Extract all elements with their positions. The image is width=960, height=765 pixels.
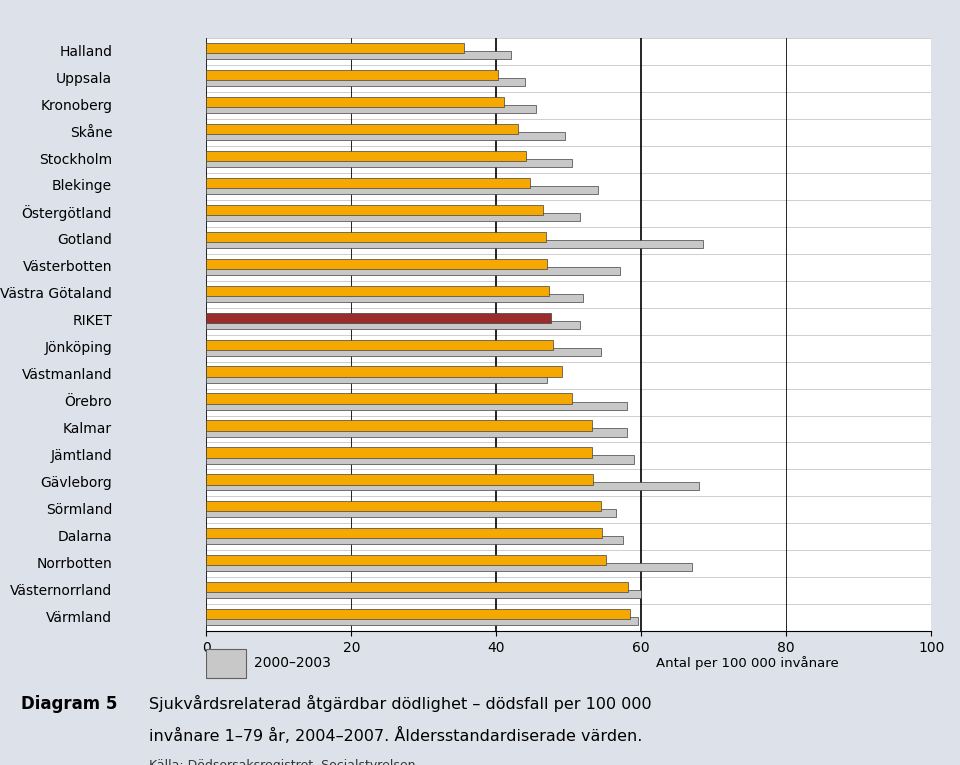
Bar (206, 582, 628, 592)
Bar (206, 347, 601, 356)
Bar (206, 294, 584, 302)
Bar (206, 240, 703, 248)
Text: Gävleborg: Gävleborg (40, 476, 112, 490)
Bar (206, 105, 537, 113)
Bar (206, 649, 247, 679)
Text: invånare 1–79 år, 2004–2007. Åldersstandardiserade värden.: invånare 1–79 år, 2004–2007. Åldersstand… (149, 727, 642, 744)
Bar (206, 78, 525, 86)
Text: RIKET: RIKET (72, 314, 112, 328)
Text: Jönköping: Jönköping (44, 341, 112, 355)
Text: Värmland: Värmland (46, 610, 112, 625)
Text: Dalarna: Dalarna (58, 530, 112, 544)
Text: Västernorrland: Västernorrland (10, 584, 112, 597)
Bar (206, 340, 553, 350)
Bar (206, 536, 623, 545)
Text: Kronoberg: Kronoberg (40, 99, 112, 112)
Text: Örebro: Örebro (64, 395, 112, 409)
Bar (206, 402, 627, 409)
Text: Blekinge: Blekinge (52, 180, 112, 194)
Bar (206, 259, 547, 269)
Bar (206, 213, 580, 221)
Bar (206, 421, 592, 431)
Bar (206, 555, 606, 565)
Bar (206, 617, 637, 625)
Bar (206, 590, 641, 598)
Text: Skåne: Skåne (70, 125, 112, 139)
Bar (206, 609, 630, 620)
Text: Källa: Dödsorsaksregistret, Socialstyrelsen: Källa: Dödsorsaksregistret, Socialstyrel… (149, 759, 416, 765)
Bar (206, 501, 601, 512)
Text: Sörmland: Sörmland (46, 503, 112, 517)
Bar (206, 267, 619, 275)
Bar (206, 124, 518, 134)
Text: Östergötland: Östergötland (22, 206, 112, 221)
Text: Gotland: Gotland (58, 233, 112, 247)
Bar (206, 132, 565, 140)
Bar (206, 232, 545, 242)
Text: Västmanland: Västmanland (21, 368, 112, 382)
Text: Stockholm: Stockholm (39, 152, 112, 167)
Bar (206, 375, 547, 382)
Text: Halland: Halland (60, 44, 112, 59)
Bar (206, 321, 580, 329)
Bar (206, 151, 526, 161)
Bar (206, 186, 598, 194)
Bar (206, 97, 504, 107)
Bar (206, 285, 549, 296)
Text: Diagram 5: Diagram 5 (21, 695, 117, 713)
Bar (206, 448, 592, 457)
Text: 2000–2003: 2000–2003 (253, 656, 330, 670)
Bar (206, 474, 593, 484)
Text: Kalmar: Kalmar (63, 422, 112, 436)
Bar (206, 205, 543, 215)
Bar (206, 455, 634, 464)
Bar (206, 428, 627, 437)
Text: Västra Götaland: Västra Götaland (0, 288, 112, 301)
Text: Västerbotten: Västerbotten (23, 260, 112, 275)
Bar (206, 563, 692, 571)
Bar (206, 366, 563, 376)
Bar (206, 483, 699, 490)
Bar (206, 509, 616, 517)
Text: Antal per 100 000 invånare: Antal per 100 000 invånare (656, 656, 838, 670)
Bar (206, 51, 511, 59)
Bar (206, 70, 498, 80)
Text: Norrbotten: Norrbotten (36, 557, 112, 571)
Bar (206, 528, 602, 539)
Bar (206, 159, 572, 167)
Text: Jämtland: Jämtland (51, 449, 112, 463)
Bar (206, 313, 551, 323)
Bar (206, 43, 464, 54)
Text: Uppsala: Uppsala (56, 72, 112, 86)
Bar (206, 393, 572, 404)
Text: Sjukvårdsrelaterad åtgärdbar dödlighet – dödsfall per 100 000: Sjukvårdsrelaterad åtgärdbar dödlighet –… (149, 695, 652, 711)
Bar (206, 177, 530, 188)
